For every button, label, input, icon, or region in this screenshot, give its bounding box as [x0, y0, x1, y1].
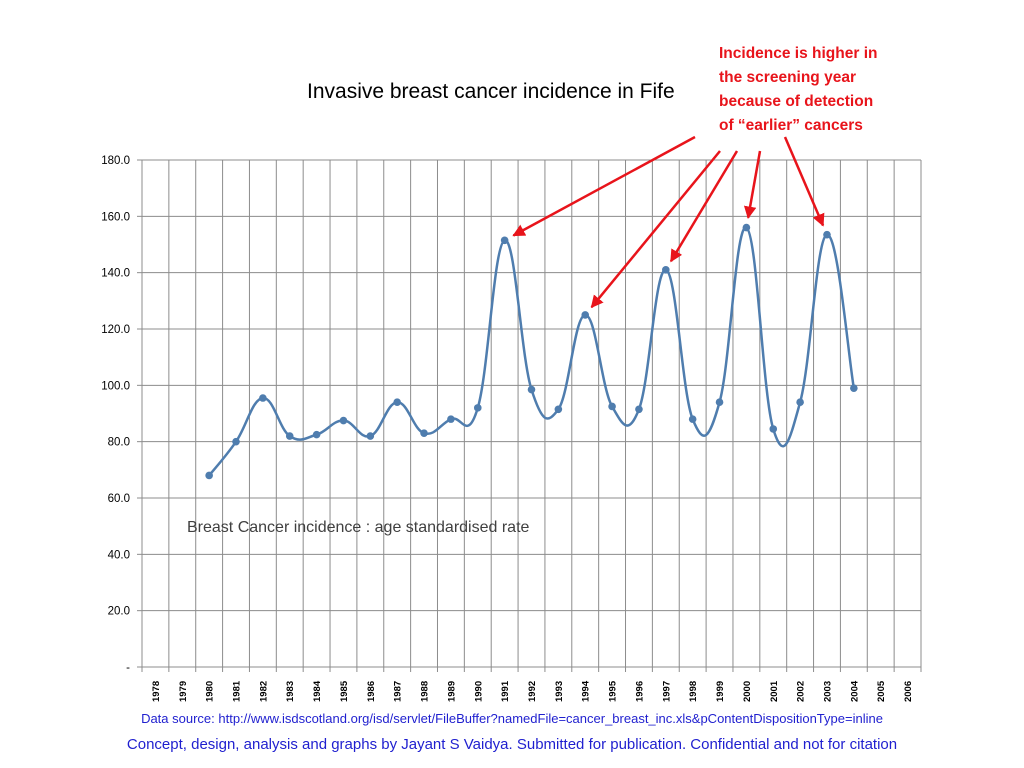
data-point	[285, 432, 294, 440]
annotation-line-3: because of detection	[719, 93, 874, 110]
x-tick-label: 1990	[473, 681, 484, 702]
annotation-arrow	[590, 150, 721, 309]
data-point	[366, 432, 375, 440]
x-tick-label: 2005	[876, 680, 887, 702]
data-point	[796, 398, 804, 407]
y-tick-label: -	[126, 662, 130, 674]
y-tick-label: 40.0	[108, 549, 130, 561]
data-point	[339, 416, 348, 425]
x-tick-label: 1989	[446, 681, 457, 702]
x-tick-label: 2000	[742, 681, 753, 702]
annotation-arrow	[512, 135, 696, 237]
x-tick-label: 1978	[151, 681, 162, 702]
data-point	[500, 236, 509, 245]
x-tick-label: 1999	[715, 681, 726, 702]
chart-axes: - 20.0 40.0 60.0 80.0 100.0 120.0 140.0 160.0 180…	[101, 155, 922, 702]
data-point	[420, 429, 428, 438]
data-point	[259, 394, 267, 402]
y-tick-label: 140.0	[101, 268, 130, 280]
x-tick-label: 2002	[796, 681, 807, 702]
chart-series	[205, 223, 858, 480]
x-tick-label: 1992	[527, 681, 538, 702]
x-tick-label: 1993	[554, 681, 565, 702]
data-point	[850, 384, 858, 392]
x-tick-label: 1986	[366, 681, 377, 702]
data-point	[688, 415, 697, 423]
x-tick-label: 2004	[849, 680, 860, 702]
x-tick-label: 1987	[393, 681, 404, 702]
x-tick-label: 1998	[688, 681, 699, 702]
annotation-line-1: Incidence is higher in	[719, 45, 878, 62]
annotation-line-2: the screening year	[719, 69, 856, 86]
data-point	[608, 402, 616, 411]
data-point	[742, 223, 751, 232]
data-point	[232, 437, 240, 446]
annotation-arrows	[512, 135, 825, 309]
x-tick-label: 1996	[634, 681, 645, 702]
x-tick-label: 1995	[608, 680, 619, 702]
data-point	[312, 430, 321, 439]
y-tick-label: 180.0	[101, 155, 130, 167]
x-tick-label: 1997	[661, 681, 672, 702]
x-tick-label: 1980	[205, 681, 216, 702]
chart-grid	[141, 159, 922, 667]
data-point	[715, 398, 724, 407]
y-tick-label: 20.0	[108, 606, 130, 618]
x-tick-label: 1983	[285, 681, 296, 702]
y-tick-label: 80.0	[108, 437, 130, 449]
data-point	[473, 404, 482, 412]
data-source-note: Data source: http://www.isdscotland.org/…	[141, 711, 883, 726]
y-tick-label: 120.0	[101, 324, 130, 336]
data-point	[393, 398, 401, 407]
data-point	[447, 415, 455, 423]
annotation-line-4: of “earlier” cancers	[719, 117, 863, 134]
series-label: Breast Cancer incidence : age standardis…	[187, 519, 530, 536]
data-point	[527, 385, 536, 394]
x-tick-label: 1994	[581, 680, 592, 702]
y-tick-label: 100.0	[101, 380, 130, 392]
x-tick-label: 1982	[258, 681, 269, 702]
x-tick-label: 1979	[178, 681, 189, 702]
annotation-arrow	[743, 150, 762, 219]
x-tick-label: 1991	[500, 680, 511, 702]
x-tick-label: 1985	[339, 680, 350, 702]
screening-annotation: Incidence is higher in the screening yea…	[719, 42, 909, 138]
x-tick-label: 2006	[903, 681, 914, 702]
x-tick-label: 1981	[232, 680, 243, 702]
x-tick-label: 1984	[312, 680, 323, 702]
data-point	[205, 471, 213, 480]
y-tick-label: 160.0	[101, 211, 130, 223]
data-point	[554, 405, 563, 414]
x-tick-label: 1988	[420, 681, 431, 702]
y-tick-label: 60.0	[108, 493, 130, 505]
data-point	[823, 230, 831, 239]
credit-note: Concept, design, analysis and graphs by …	[126, 736, 898, 753]
data-point	[662, 266, 670, 274]
data-point	[581, 311, 590, 319]
data-point	[635, 405, 643, 414]
annotation-arrow	[783, 136, 825, 227]
x-tick-label: 2001	[769, 680, 780, 702]
x-tick-label: 2003	[822, 681, 833, 702]
annotation-arrow	[669, 150, 739, 263]
data-point	[769, 425, 778, 433]
chart-title: Invasive breast cancer incidence in Fife	[307, 80, 675, 103]
series-line	[208, 226, 856, 477]
